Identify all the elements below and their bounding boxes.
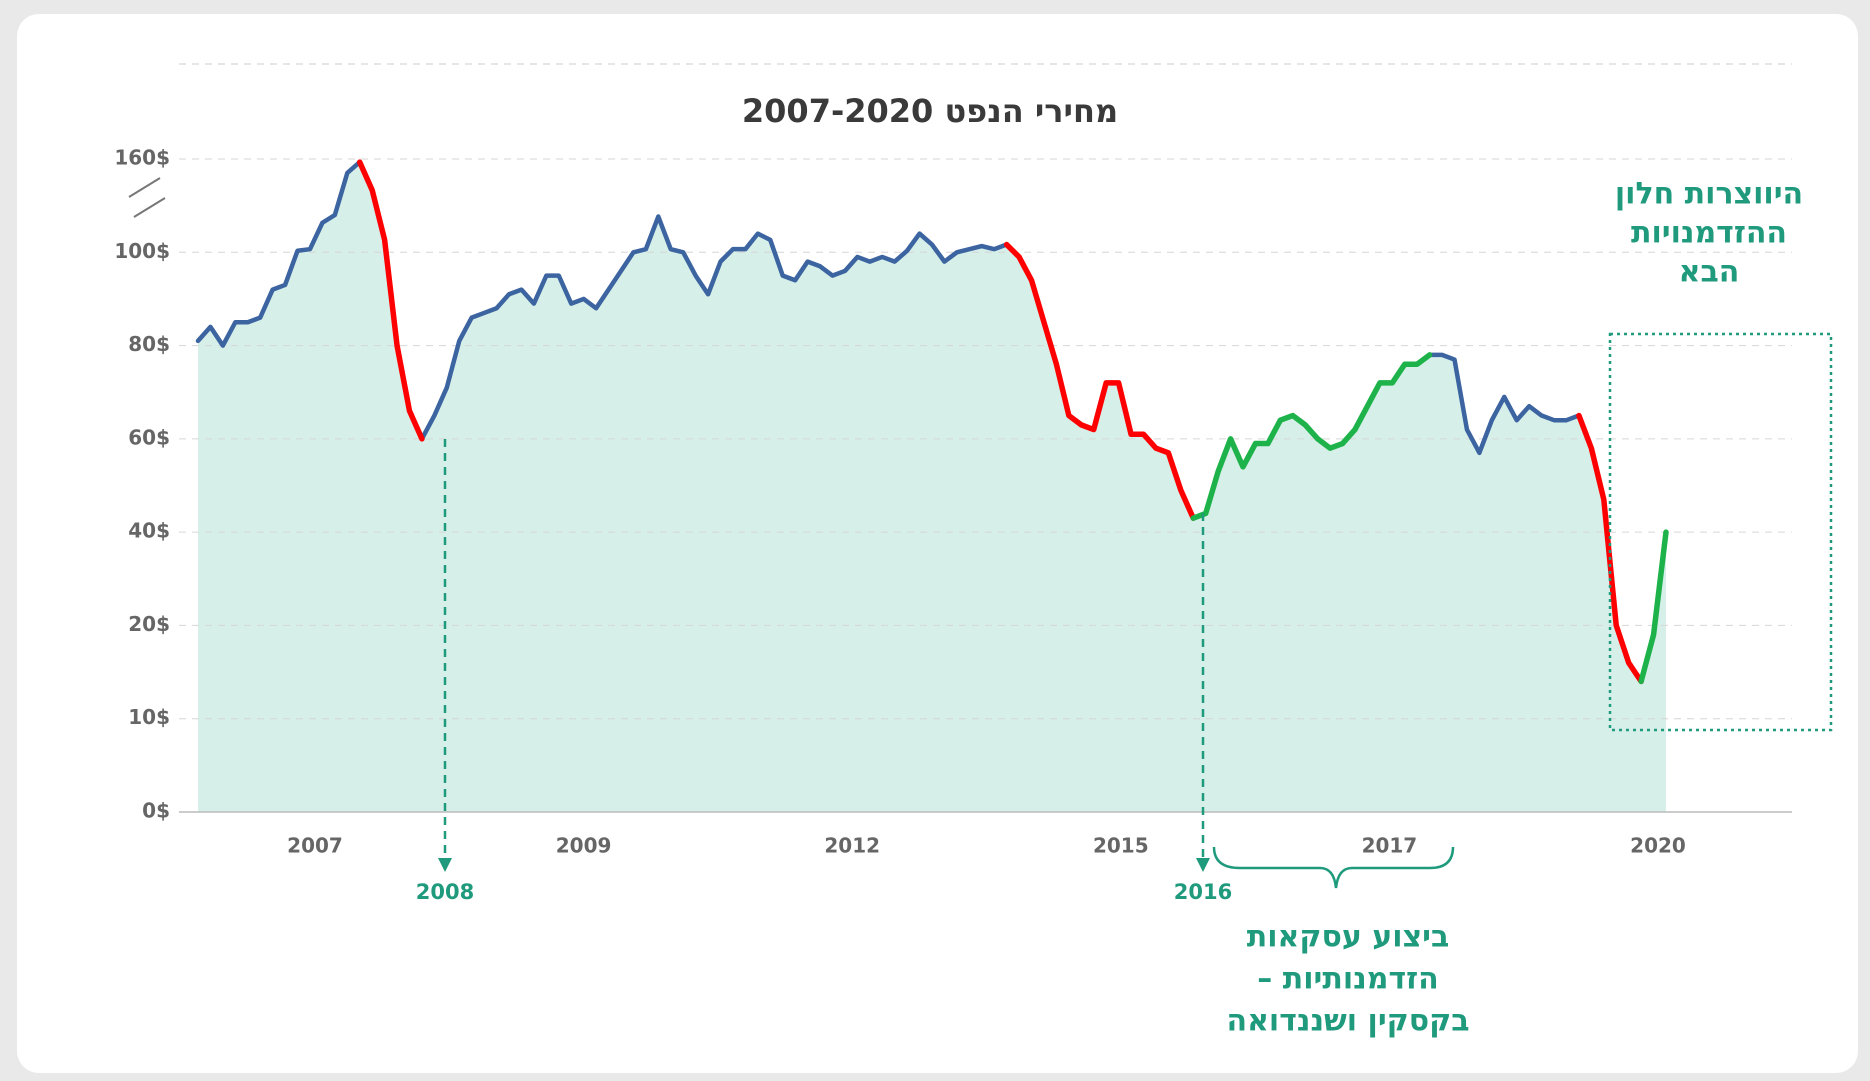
y-tick-label: 60$ bbox=[128, 425, 170, 449]
y-tick-label: 20$ bbox=[128, 612, 170, 636]
arrow-head bbox=[438, 858, 452, 872]
y-tick-label: 10$ bbox=[128, 705, 170, 729]
annotation-label: 2016 bbox=[1174, 880, 1232, 904]
chart-title: מחירי הנפט 2007-2020 bbox=[742, 92, 1118, 130]
annotation-text: היווצרות חלון bbox=[1615, 177, 1803, 212]
line-segment bbox=[1190, 352, 1433, 521]
line-segment bbox=[1003, 241, 1196, 521]
annotation-text: בקסקין ושננדואה bbox=[1226, 1004, 1469, 1039]
y-tick-label: 80$ bbox=[128, 332, 170, 356]
y-tick-label: 0$ bbox=[142, 799, 170, 823]
line-segment bbox=[1427, 352, 1582, 456]
y-tick-label: 40$ bbox=[128, 519, 170, 543]
y-tick-label: 160$ bbox=[114, 146, 170, 170]
annotation-text: ביצוע עסקאות bbox=[1247, 920, 1450, 955]
line-segment bbox=[356, 159, 425, 442]
y-tick-label: 100$ bbox=[114, 239, 170, 263]
annotation-text: הזדמנותיות – bbox=[1257, 962, 1438, 997]
x-tick-label: 2009 bbox=[556, 834, 612, 858]
x-tick-label: 2017 bbox=[1362, 834, 1418, 858]
line-segment bbox=[419, 214, 1009, 442]
annotation-text: הבא bbox=[1679, 255, 1740, 290]
x-tick-label: 2007 bbox=[287, 834, 343, 858]
x-tick-label: 2015 bbox=[1093, 834, 1149, 858]
annotation-text: ההזדמנויות bbox=[1631, 216, 1787, 251]
line-segment bbox=[195, 159, 362, 348]
axis-break bbox=[128, 177, 166, 218]
annotation-label: 2008 bbox=[416, 880, 474, 904]
x-tick-label: 2020 bbox=[1630, 834, 1686, 858]
x-tick-label: 2012 bbox=[824, 834, 880, 858]
line-segment bbox=[1638, 529, 1669, 685]
brace bbox=[1212, 846, 1455, 889]
opportunity-box bbox=[1608, 332, 1833, 732]
arrow-head bbox=[1196, 858, 1210, 872]
line-segment bbox=[1576, 412, 1644, 685]
area bbox=[198, 162, 1666, 813]
